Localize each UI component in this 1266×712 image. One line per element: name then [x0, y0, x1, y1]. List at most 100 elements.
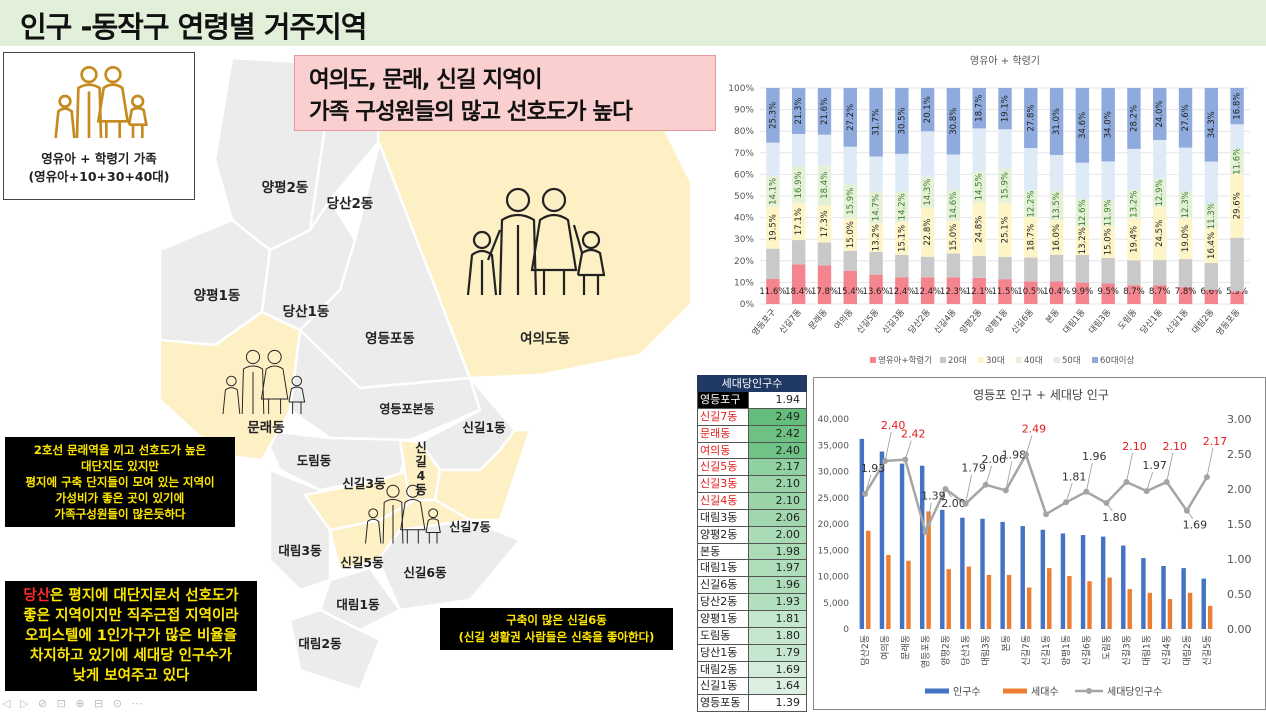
line-ratio [863, 451, 1209, 536]
table-cell-name: 신길4동 [697, 493, 749, 509]
bar-households [906, 560, 911, 629]
bar-segment [895, 88, 909, 154]
bar-segment [1127, 285, 1141, 304]
label-leader [985, 465, 993, 485]
table-cell-value: 1.80 [749, 627, 807, 644]
data-label: 7.8% [1175, 287, 1197, 297]
x-tick-label: 대림2동 [1190, 307, 1217, 336]
legend-label: 20대 [948, 356, 967, 366]
note-line: 좋은 지역이지만 직주근접 지역이라 [23, 608, 239, 624]
headline-line2: 가족 구성원들의 많고 선호도가 높다 [309, 99, 633, 125]
bar-segment [817, 165, 832, 206]
table-row: 여의동 2.40 [697, 442, 807, 460]
population-chart-frame [813, 377, 1266, 710]
map-label-singil7: 신길7동 [449, 519, 490, 534]
map-label-singil3: 신길3동 [342, 476, 386, 491]
x-tick-label: 양평2동 [958, 307, 985, 336]
legend-swatch [978, 357, 984, 363]
bar-segment [920, 88, 935, 132]
bar-segment [1024, 148, 1038, 191]
y2-tick-label: 0.50 [1227, 588, 1252, 601]
data-label: 28.2% [1129, 105, 1139, 132]
map-label-dorim: 도림동 [297, 453, 332, 468]
line-point [922, 528, 929, 535]
table-cell-value: 2.10 [749, 476, 807, 493]
note-dangsan: 당산은 평지에 대단지로서 선호도가 좋은 지역이지만 직주근접 지역이라 오피… [5, 581, 257, 691]
bar-households [1147, 592, 1153, 629]
table-cell-value: 2.42 [749, 425, 807, 442]
bar-segment [817, 265, 832, 304]
bar-segment [972, 88, 986, 129]
family-caption: 영유아 + 학령기 가족 [41, 151, 157, 166]
y2-tick-label: 0.00 [1227, 623, 1252, 636]
y-tick-label: 0 [843, 625, 849, 635]
map-label-dangsan1: 당산1동 [283, 303, 330, 320]
label-leader [904, 440, 912, 460]
bar-segment [972, 128, 986, 172]
data-label: 15.9% [846, 188, 856, 215]
map-area-yeongdeungpo-bon [288, 328, 482, 442]
data-label: 12.1% [966, 287, 993, 297]
label-leader [924, 502, 932, 532]
family-icon-yeouido [466, 187, 606, 296]
label-leader [1025, 435, 1033, 455]
family-icon [54, 66, 148, 139]
map-label-yeouido: 여의도동 [520, 330, 570, 347]
data-label: 1.98 [1002, 448, 1027, 461]
map-label-yangpyeong2: 양평2동 [262, 179, 309, 196]
bar-segment [1075, 254, 1090, 283]
bar-segment [998, 88, 1012, 130]
table-cell-name: 신길1동 [697, 678, 749, 695]
data-label: 21.6% [820, 98, 830, 125]
y-tick-label: 80% [734, 127, 754, 137]
table-cell-value: 2.40 [749, 442, 807, 459]
bar-segment [1075, 88, 1090, 163]
bar-population [940, 509, 945, 629]
bar-segment [1127, 218, 1141, 261]
bar-population [1060, 533, 1066, 629]
label-leader [884, 431, 892, 462]
chart-title: 영등포 인구 + 세대당 인구 [973, 388, 1109, 402]
data-label: 34.6% [1078, 112, 1088, 139]
label-leader [1005, 461, 1013, 491]
bar-segment [946, 154, 961, 190]
data-label: 17.8% [811, 287, 838, 297]
map-label-singil1: 신길1동 [462, 420, 506, 435]
slide-controls[interactable]: ◁ ▷ ⊘ ⊡ ⊕ ⊟ ⊙ ⋯ [2, 697, 146, 710]
bar-segment [1075, 199, 1090, 227]
map-area-daerim2 [288, 608, 382, 692]
bar-households [986, 574, 992, 629]
bar-population [919, 465, 925, 629]
legend-label: 영유아+학령기 [878, 355, 932, 366]
bar-segment [920, 131, 935, 177]
table-header: 세대당인구수 [697, 375, 807, 392]
bar-segment [1101, 283, 1115, 304]
y2-tick-label: 1.50 [1227, 518, 1252, 531]
x-tick-label: 신길6동 [1010, 307, 1036, 336]
legend-label: 인구수 [953, 686, 981, 698]
data-label: 2.49 [1022, 423, 1047, 436]
bar-segment [817, 88, 832, 135]
data-label: 14.2% [897, 193, 907, 220]
bar-segment [1127, 148, 1141, 190]
data-label: 34.3% [1207, 111, 1217, 138]
data-label: 14.3% [923, 179, 933, 206]
data-label: 20.1% [923, 96, 933, 123]
data-label: 13.6% [863, 287, 890, 297]
bar-segment [1049, 88, 1064, 155]
bar-segment [817, 242, 832, 266]
title-bar: 인구 -동작구 연령별 거주지역 [0, 0, 1266, 46]
bar-segment [791, 134, 806, 167]
bar-segment [998, 168, 1012, 203]
bar-segment [1049, 191, 1064, 221]
table-row: 신길7동 2.49 [697, 408, 807, 426]
bar-households [946, 569, 951, 629]
legend-label: 30대 [986, 356, 1005, 366]
bar-segment [1075, 162, 1090, 200]
line-point [1143, 488, 1150, 495]
bar-population [1100, 536, 1106, 629]
data-label: 27.6% [1181, 104, 1191, 131]
note-line: (신길 생활권 사람들은 신축을 좋아한다) [458, 630, 655, 644]
map-label-daerim1: 대림1동 [336, 597, 380, 612]
table-cell-name: 신길5동 [697, 459, 749, 476]
